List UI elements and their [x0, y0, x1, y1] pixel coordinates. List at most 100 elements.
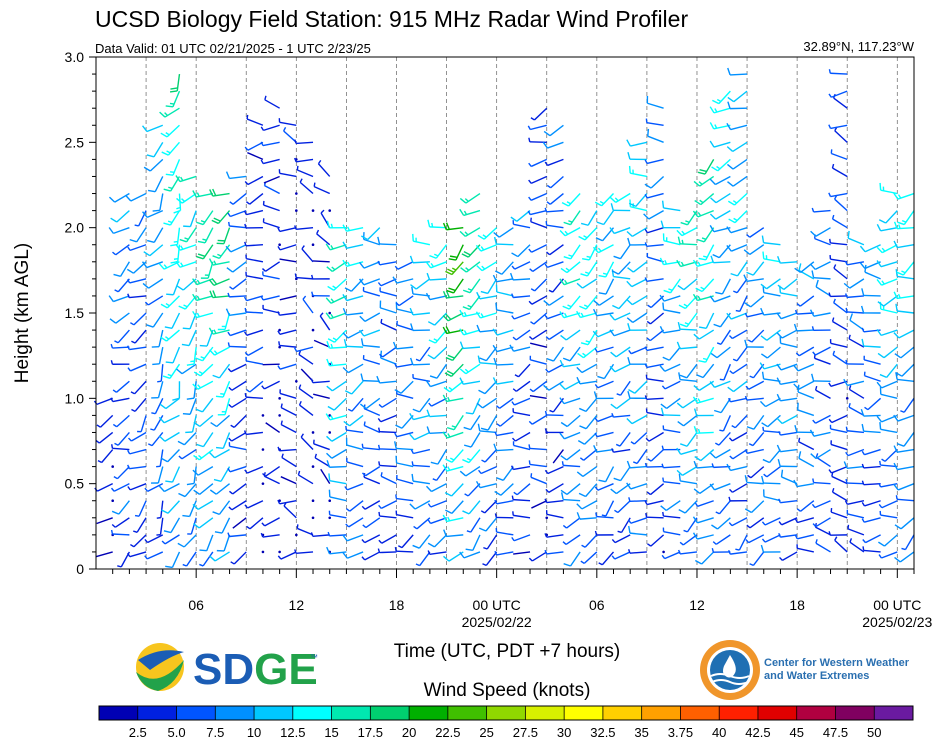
wind-barb [762, 426, 781, 434]
wind-barb [529, 395, 547, 400]
wind-barb [833, 298, 848, 314]
wind-barb [530, 342, 547, 348]
wind-barb [843, 461, 864, 469]
wind-barb [496, 397, 514, 409]
wind-barb [165, 159, 181, 176]
wind-barb [302, 295, 314, 314]
wind-barb [493, 227, 514, 238]
wind-barb [645, 408, 664, 417]
wind-barb [778, 430, 798, 436]
wind-barb [493, 443, 514, 452]
wind-barb [446, 415, 464, 431]
wind-barb [110, 343, 130, 349]
wind-barb [262, 261, 281, 272]
wind-barb [560, 492, 581, 502]
wind-barb [829, 424, 848, 434]
wind-barb [160, 124, 180, 138]
wind-barb [246, 380, 264, 393]
wind-barb [328, 510, 347, 519]
y-tick-label: 0 [76, 561, 84, 577]
wind-barb [175, 260, 197, 268]
wind-barb [844, 260, 865, 266]
wind-barb [609, 329, 631, 337]
wind-barb [112, 414, 130, 428]
y-tick-label: 2.0 [65, 220, 85, 236]
wind-barb [761, 534, 781, 543]
wind-barb [358, 278, 381, 286]
wind-barb [311, 274, 330, 280]
wind-barb-calm [328, 209, 332, 212]
wind-barb [881, 449, 898, 462]
wind-barb [392, 341, 414, 350]
wind-barb [627, 356, 647, 365]
wind-barb [378, 500, 397, 510]
wind-barb [481, 449, 498, 463]
wind-barb [178, 295, 197, 310]
wind-barb [215, 381, 231, 398]
wind-barb [562, 295, 581, 310]
colorbar-label: 35 [634, 725, 648, 740]
wind-barb [697, 159, 715, 175]
wind-barb [492, 344, 514, 353]
wind-barb [777, 278, 798, 291]
wind-barb [611, 448, 631, 453]
wind-barb [478, 465, 497, 475]
wind-barb [313, 182, 330, 195]
wind-barb [627, 261, 648, 273]
wind-barb [644, 363, 664, 369]
wind-barb [760, 329, 781, 341]
wind-barb [546, 192, 564, 205]
wind-barb [544, 428, 564, 434]
wind-barb [828, 192, 848, 198]
wind-barb [709, 209, 731, 220]
wind-barb [693, 426, 714, 434]
wind-barb [576, 363, 598, 374]
wind-barb [159, 431, 180, 442]
wind-barb [678, 295, 698, 310]
wind-barb [465, 534, 481, 551]
wind-barb [181, 329, 197, 347]
wind-barb [610, 346, 631, 358]
wind-barb [544, 498, 564, 504]
wind-barb [280, 420, 297, 434]
wind-barb [628, 193, 648, 208]
wind-barb [178, 483, 197, 498]
wind-barb [544, 207, 564, 213]
wind-barb [778, 498, 798, 504]
wind-barb [397, 534, 414, 549]
wind-barb [845, 307, 864, 314]
wind-barb [644, 242, 664, 248]
colorbar-label: 22.5 [435, 725, 460, 740]
wind-barb [514, 363, 531, 378]
wind-barb [594, 346, 614, 353]
wind-barb [679, 312, 698, 328]
wind-barb [747, 329, 765, 343]
wind-barb [643, 209, 664, 220]
colorbar-label: 32.5 [590, 725, 615, 740]
wind-barb [260, 295, 280, 301]
wind-barb [300, 433, 314, 451]
wind-barb [173, 193, 182, 214]
wind-barb [175, 175, 197, 183]
wind-barb [593, 295, 614, 306]
wind-barb [895, 495, 915, 502]
wind-barb [543, 295, 564, 306]
colorbar-label: 17.5 [358, 725, 383, 740]
wind-barb [744, 500, 765, 514]
wind-barb [342, 551, 364, 559]
wind-barb [148, 432, 164, 447]
wind-barb [878, 210, 898, 224]
wind-barb [893, 291, 915, 300]
wind-barb [448, 244, 464, 261]
wind-barb [545, 363, 564, 373]
wind-barb [894, 517, 915, 530]
wind-barb [216, 534, 231, 552]
wind-barb-calm [311, 328, 315, 332]
wind-barb [511, 312, 531, 320]
wind-barb [177, 431, 197, 446]
wind-barb [243, 209, 264, 216]
wind-barb [831, 472, 848, 485]
wind-barb [378, 511, 397, 519]
wind-barb [694, 193, 715, 206]
wind-barb [144, 295, 164, 306]
